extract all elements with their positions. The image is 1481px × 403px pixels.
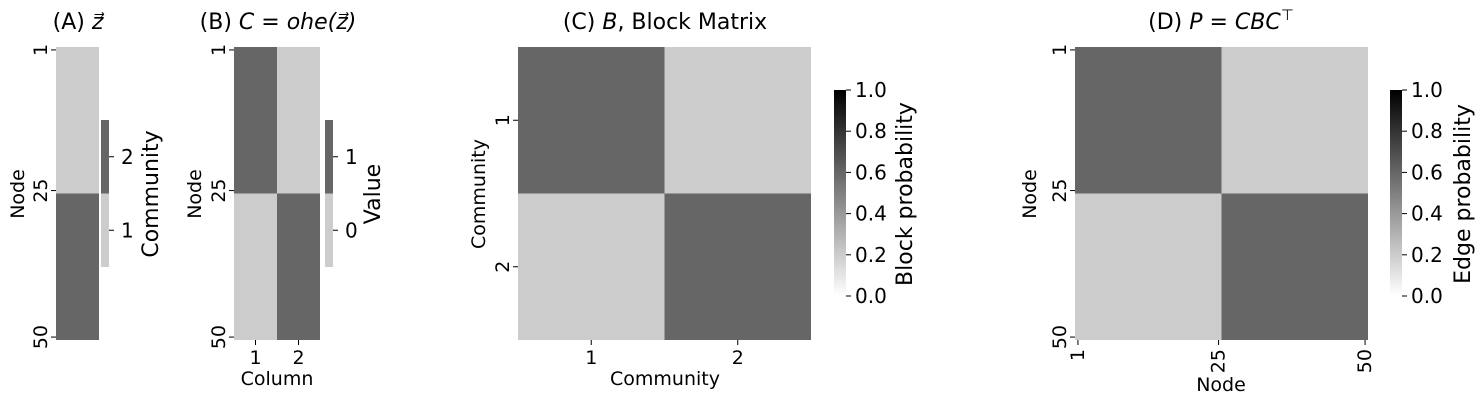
panel-d-heatmap	[1075, 47, 1368, 340]
heatmap-cell	[1075, 193, 1222, 340]
y-tick-label: 2	[492, 261, 514, 273]
colorbar-gradient	[834, 90, 846, 296]
panel-c-yticks: 12	[492, 114, 518, 273]
colorbar-tick-label: 1.0	[855, 78, 887, 102]
panel-d-yticks: 1 25 50	[1049, 44, 1075, 349]
y-tick-label: 1	[1049, 44, 1071, 56]
colorbar-tick-label: 0.2	[1411, 243, 1443, 267]
panel-b-ylabel: Node	[184, 169, 206, 219]
colorbar-tick-label: 1	[345, 145, 358, 169]
heatmap-cell	[234, 47, 277, 194]
x-tick-label: 50	[1354, 349, 1376, 373]
panel-c-colorbar-label: Block probability	[893, 102, 918, 286]
colorbar-tick-label: 2	[121, 145, 134, 169]
panel-c-title: (C) B, Block Matrix	[563, 10, 767, 35]
heatmap-cell	[664, 47, 811, 194]
panel-b-heatmap	[234, 47, 320, 340]
colorbar-tick-label: 1.0	[1411, 78, 1443, 102]
y-tick-label: 50	[1049, 325, 1071, 349]
heatmap-cell	[277, 193, 320, 340]
panel-c-colorbar: 0.0 0.2 0.4 0.6 0.8 1.0	[834, 78, 887, 308]
panel-d-xlabel: Node	[1196, 374, 1246, 396]
x-tick-label: 1	[1067, 349, 1089, 361]
heatmap-cell	[664, 193, 811, 340]
heatmap-cell	[234, 193, 277, 340]
y-tick-label: 50	[30, 325, 52, 349]
y-tick-label: 25	[208, 178, 230, 202]
colorbar-tick-label: 0.6	[1411, 160, 1443, 184]
panel-d-title: (D) P = CBC⊤	[1148, 6, 1294, 35]
colorbar-tick-label: 1	[121, 218, 134, 242]
x-tick-label: 2	[292, 347, 304, 369]
colorbar-gradient	[1390, 90, 1402, 296]
heatmap-cell	[1221, 47, 1368, 194]
panel-b-colorbar-label: Value	[361, 164, 386, 224]
panel-a-title: (A) z⃗	[53, 10, 105, 35]
x-tick-label: 1	[585, 347, 597, 369]
panel-d-ylabel: Node	[1019, 169, 1041, 219]
colorbar-tick-label: 0.4	[855, 202, 887, 226]
colorbar-tick-label: 0	[345, 218, 358, 242]
x-tick-label: 2	[732, 347, 744, 369]
panel-c-ylabel: Community	[468, 139, 490, 249]
heatmap-cell	[1221, 193, 1368, 340]
y-tick-label: 25	[1049, 178, 1071, 202]
panel-b-xlabel: Column	[241, 368, 314, 390]
heatmap-cell	[518, 47, 665, 194]
y-tick-label: 25	[30, 178, 52, 202]
x-tick-label: 25	[1208, 349, 1230, 373]
panel-c-xlabel: Community	[610, 368, 720, 390]
colorbar-segment	[325, 120, 333, 194]
heatmap-cell	[277, 47, 320, 194]
panel-a-colorbar-label: Community	[139, 130, 164, 257]
y-tick-label: 1	[30, 44, 52, 56]
panel-a-yticks: 1 25 50	[30, 44, 56, 349]
colorbar-tick-label: 0.8	[1411, 119, 1443, 143]
y-tick-label: 50	[208, 325, 230, 349]
colorbar-segment	[325, 193, 333, 267]
colorbar-tick-label: 0.4	[1411, 202, 1443, 226]
x-tick-label: 1	[249, 347, 261, 369]
panel-d-colorbar: 0.0 0.2 0.4 0.6 0.8 1.0	[1390, 78, 1443, 308]
y-tick-label: 1	[492, 114, 514, 126]
panel-b-title: (B) C = ohe(z⃗)	[200, 10, 357, 35]
panel-c-heatmap	[518, 47, 811, 340]
colorbar-segment	[101, 193, 109, 267]
panel-b-yticks: 1 25 50	[208, 44, 234, 349]
colorbar-tick-label: 0.8	[855, 119, 887, 143]
colorbar-tick-label: 0.6	[855, 160, 887, 184]
heatmap-cell	[56, 193, 99, 340]
colorbar-tick-label: 0.0	[855, 284, 887, 308]
heatmap-cell	[1075, 47, 1222, 194]
panel-a-colorbar: 12	[101, 120, 134, 267]
panel-a-heatmap	[56, 47, 99, 340]
heatmap-cell	[518, 193, 665, 340]
panel-b-colorbar: 01	[325, 120, 358, 267]
panel-a-ylabel: Node	[7, 169, 29, 219]
colorbar-tick-label: 0.0	[1411, 284, 1443, 308]
heatmap-cell	[56, 47, 99, 194]
panel-d-colorbar-label: Edge probability	[1451, 104, 1476, 284]
colorbar-tick-label: 0.2	[855, 243, 887, 267]
y-tick-label: 1	[208, 44, 230, 56]
colorbar-segment	[101, 120, 109, 194]
panel-d-xticks: 1 25 50	[1067, 340, 1376, 373]
